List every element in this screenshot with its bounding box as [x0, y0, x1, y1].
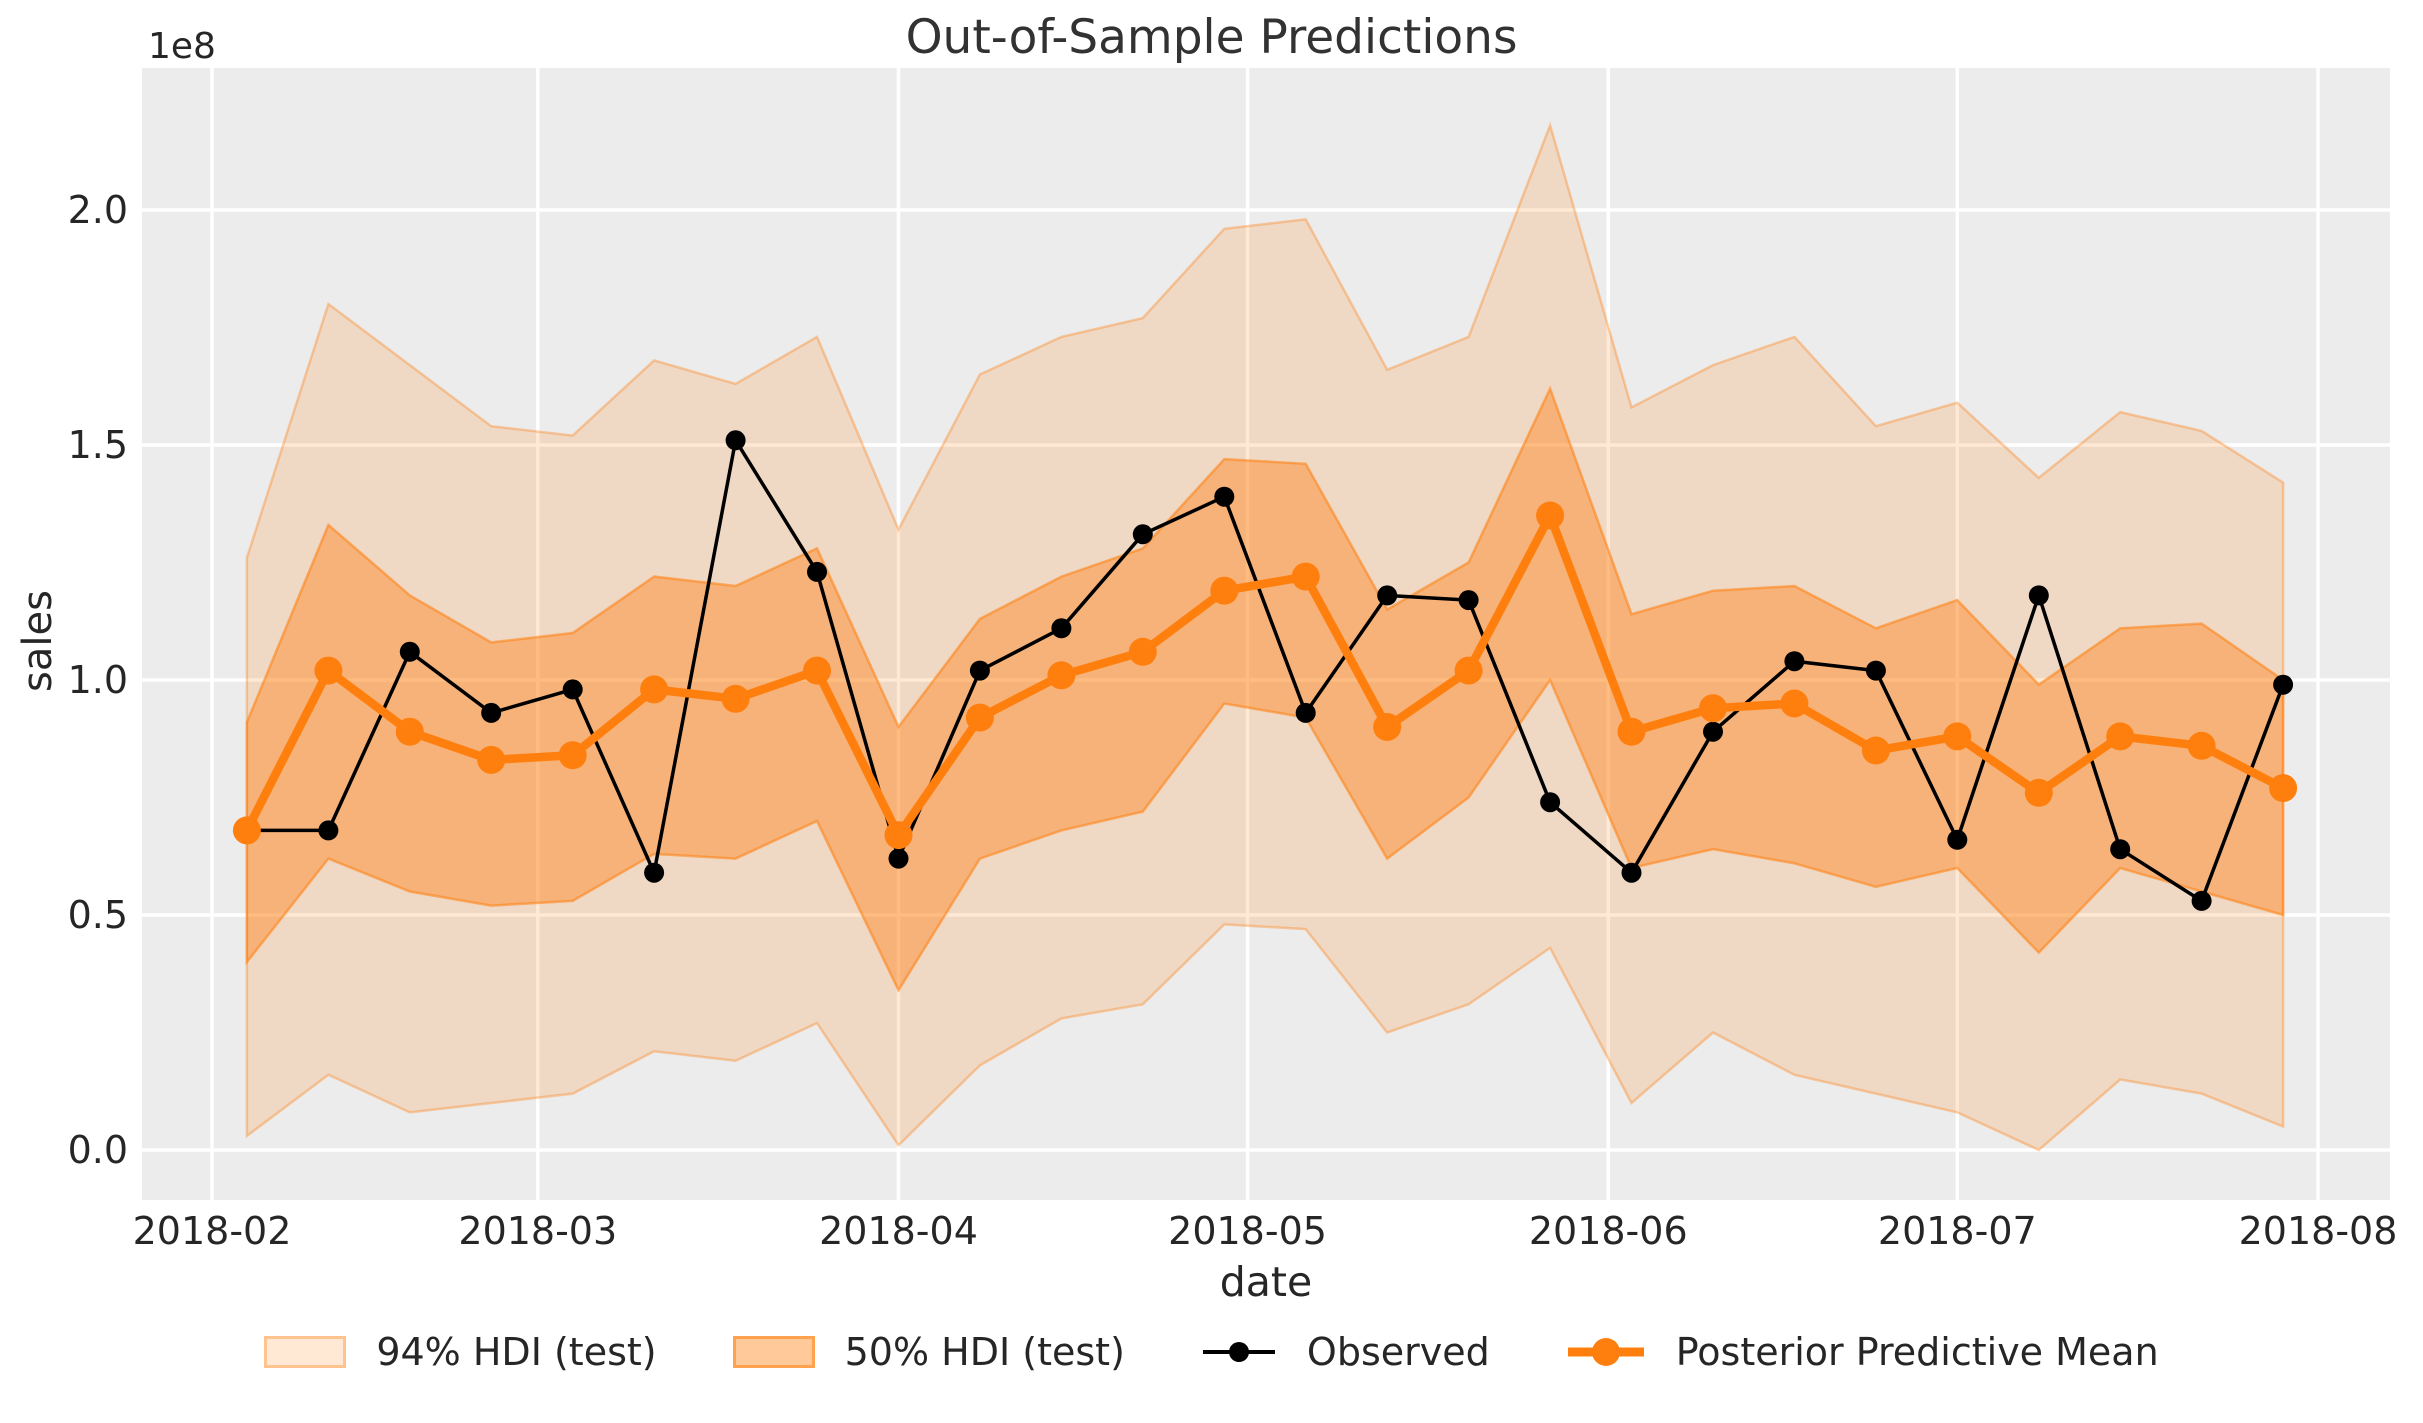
- observed-point: [318, 820, 339, 841]
- observed-point: [969, 660, 990, 681]
- observed-point: [562, 679, 583, 700]
- observed-point: [1132, 524, 1153, 545]
- observed-point: [2110, 839, 2131, 860]
- y-tick-label: 1.5: [68, 423, 128, 467]
- hdi50-patch-icon: [732, 1336, 815, 1368]
- y-tick-label: 0.5: [68, 893, 128, 937]
- plot-background: [142, 68, 2390, 1200]
- observed-line-dot-icon: [1202, 1342, 1275, 1362]
- observed-point: [1458, 590, 1479, 611]
- observed-point: [1540, 792, 1561, 813]
- mean-point: [1536, 501, 1565, 530]
- mean-point: [1047, 661, 1076, 690]
- legend-label: 50% HDI (test): [844, 1330, 1125, 1374]
- mean-point: [640, 675, 669, 704]
- legend-label: Posterior Predictive Mean: [1675, 1330, 2159, 1374]
- observed-point: [807, 561, 827, 582]
- mean-point: [1780, 689, 1809, 718]
- mean-point: [314, 656, 343, 685]
- mean-point: [1943, 722, 1972, 751]
- observed-point: [1947, 829, 1968, 850]
- mean-point: [803, 656, 831, 685]
- mean-point: [477, 745, 506, 774]
- x-tick-label: 2018-05: [1168, 1209, 1327, 1253]
- mean-point: [1128, 637, 1157, 666]
- observed-point: [1621, 862, 1642, 883]
- x-tick-label: 2018-08: [2239, 1209, 2398, 1253]
- y-axis-offset-label: 1e8: [148, 26, 216, 67]
- observed-point: [1295, 702, 1316, 723]
- observed-point: [2273, 674, 2294, 695]
- observed-point: [1703, 721, 1723, 742]
- mean-point: [721, 684, 750, 713]
- hdi94-patch-icon: [264, 1336, 347, 1368]
- observed-point: [1214, 486, 1235, 507]
- mean-point: [1617, 717, 1646, 746]
- x-tick-label: 2018-02: [133, 1209, 292, 1253]
- mean-line-dot-icon: [1567, 1338, 1644, 1366]
- mean-point: [2269, 774, 2298, 803]
- mean-point: [965, 703, 994, 732]
- observed-point: [399, 641, 420, 662]
- observed-point: [1865, 660, 1886, 681]
- x-axis-label: date: [1219, 1258, 1313, 1306]
- y-tick-label: 2.0: [68, 188, 128, 232]
- mean-point: [558, 741, 587, 770]
- legend: 94% HDI (test) 50% HDI (test) Observed P…: [0, 1330, 2423, 1374]
- mean-point: [1699, 694, 1727, 723]
- x-tick-label: 2018-03: [458, 1209, 617, 1253]
- x-tick-label: 2018-04: [819, 1209, 978, 1253]
- mean-point: [1861, 736, 1890, 765]
- mean-point: [395, 717, 424, 746]
- x-tick-label: 2018-06: [1529, 1209, 1688, 1253]
- legend-item-hdi94: 94% HDI (test): [264, 1330, 657, 1374]
- observed-point: [2028, 585, 2049, 606]
- legend-item-mean: Posterior Predictive Mean: [1566, 1330, 2159, 1374]
- mean-point: [1291, 562, 1320, 591]
- x-tick-label: 2018-07: [1878, 1209, 2037, 1253]
- observed-point: [1784, 651, 1805, 672]
- legend-item-hdi50: 50% HDI (test): [732, 1330, 1125, 1374]
- mean-point: [1373, 713, 1402, 741]
- chart-title: Out-of-Sample Predictions: [905, 10, 1518, 65]
- hdi94-band: [245, 121, 2285, 1152]
- observed-point: [725, 430, 746, 451]
- y-tick-label: 1.0: [68, 658, 128, 702]
- mean-point: [1454, 656, 1483, 685]
- mean-point: [2106, 722, 2135, 751]
- mean-point: [2024, 778, 2053, 807]
- mean-point: [884, 821, 913, 850]
- observed-point: [1051, 618, 1072, 639]
- mean-point: [1210, 576, 1239, 605]
- legend-label: 94% HDI (test): [376, 1330, 657, 1374]
- legend-item-observed: Observed: [1201, 1330, 1490, 1374]
- hdi50-band: [245, 385, 2285, 993]
- mean-point: [2187, 731, 2216, 760]
- y-tick-label: 0.0: [68, 1128, 128, 1172]
- observed-line: [246, 438, 2285, 903]
- observed-point: [1377, 585, 1398, 606]
- observed-point: [481, 702, 502, 723]
- observed-point: [644, 862, 665, 883]
- observed-point: [888, 848, 909, 869]
- observed-point: [2191, 890, 2212, 911]
- mean-point: [232, 816, 261, 845]
- legend-label: Observed: [1306, 1330, 1490, 1374]
